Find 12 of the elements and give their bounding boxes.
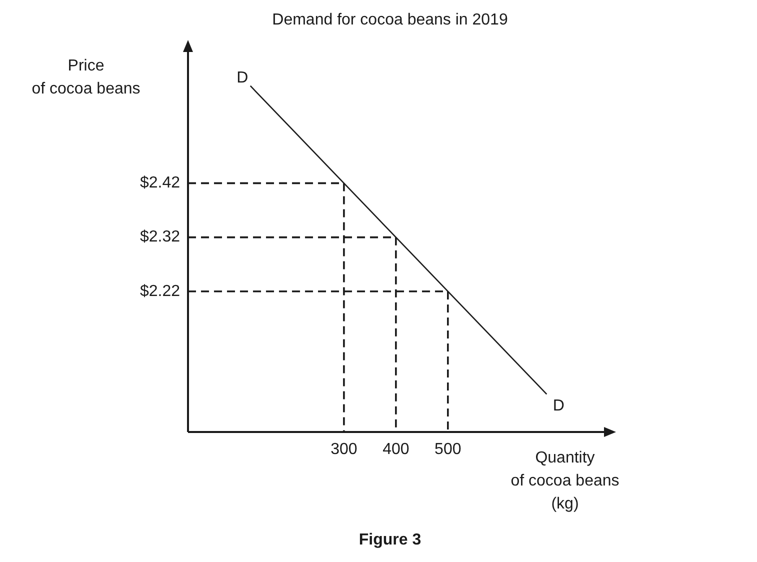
annotation: D (552, 398, 564, 415)
caption: Figure 3 (358, 531, 422, 548)
x-axis-title: Quantity of cocoa beans (kg) (510, 449, 620, 512)
chart-title: Demand for cocoa beans in 2019 (272, 11, 508, 28)
y-tick-label: $2.22 (140, 282, 180, 300)
x-tick-label: 500 (434, 441, 462, 458)
x-tick-label: 400 (382, 441, 410, 458)
y-tick-label: $2.32 (140, 228, 180, 246)
y-axis-title: Price of cocoa beans (32, 57, 140, 98)
x-tick-label: 300 (330, 441, 358, 458)
y-tick-label: $2.42 (140, 174, 180, 192)
annotation: D (236, 69, 248, 86)
